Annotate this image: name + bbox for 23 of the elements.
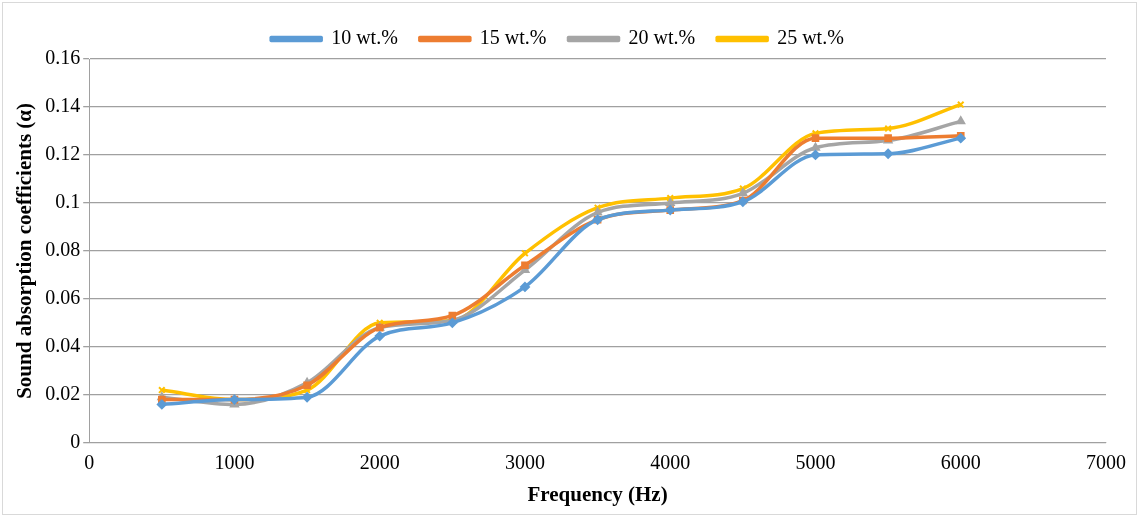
legend-label: 10 wt.% [331, 26, 398, 49]
x-tick-label: 7000 [1086, 451, 1126, 474]
x-tick-label: 3000 [504, 451, 545, 474]
y-axis-title: Sound absorption coefficients (α) [12, 102, 37, 399]
y-tick-label: 0.12 [45, 142, 81, 165]
legend-label: 15 wt.% [479, 26, 547, 49]
x-tick-label: 2000 [359, 451, 400, 474]
x-axis-title: Frequency (Hz) [527, 481, 668, 506]
y-tick-label: 0.1 [55, 190, 81, 213]
x-tick-label: 0 [84, 451, 95, 474]
y-tick-label: 0.08 [45, 238, 81, 261]
y-tick-label: 0 [70, 430, 81, 453]
y-tick-label: 0.16 [45, 46, 81, 69]
legend-label: 20 wt.% [628, 26, 696, 49]
y-tick-label: 0.06 [45, 286, 81, 309]
x-tick-label: 6000 [940, 451, 981, 474]
legend-label: 25 wt.% [777, 26, 844, 49]
y-tick-label: 0.04 [45, 334, 81, 357]
x-tick-label: 4000 [650, 451, 691, 474]
y-tick-label: 0.14 [45, 94, 81, 117]
x-tick-label: 5000 [795, 451, 836, 474]
y-tick-label: 0.02 [45, 382, 81, 405]
x-tick-label: 1000 [214, 451, 255, 474]
